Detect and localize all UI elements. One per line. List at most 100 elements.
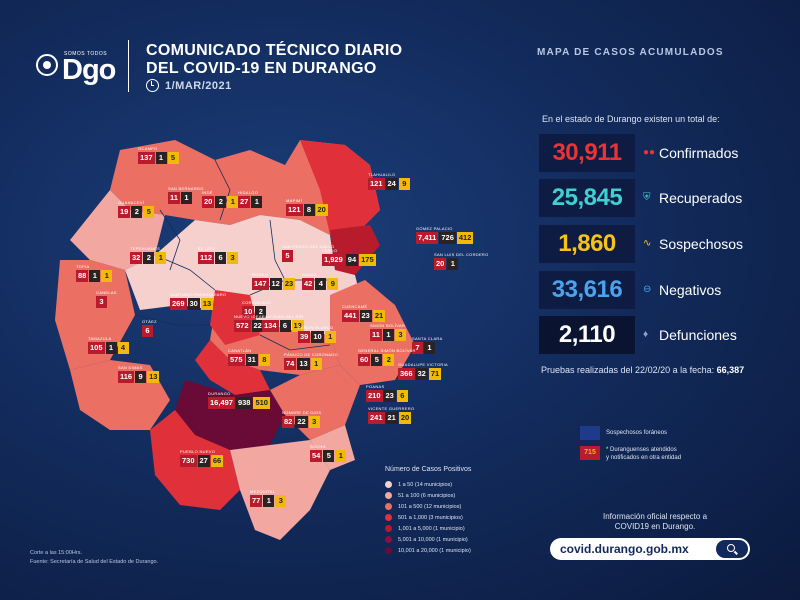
municipality-name: CORONEADO: [242, 300, 271, 305]
suspects-count: 13: [147, 371, 160, 383]
municipality-name: HIDALGO: [238, 190, 259, 195]
municipality-name: SAN LUIS DEL CORDERO: [434, 252, 489, 257]
legend-swatch: [385, 525, 392, 532]
region-northwest: [70, 190, 165, 270]
deaths-count: 1: [155, 152, 167, 164]
suspects-count: 71: [428, 368, 442, 380]
municipality-name: OTÁEZ: [142, 319, 157, 324]
kpi-recuperados: 25,845 ⛨ Recuperados: [539, 179, 779, 217]
footnote-source: Fuente: Secretaría de Salud del Estado d…: [30, 559, 159, 565]
kpi-label: Defunciones: [659, 327, 737, 343]
deaths-count: 23: [359, 310, 372, 322]
confirmed-count: 6: [142, 325, 153, 337]
deaths-count: 22: [295, 416, 308, 428]
other-entity-label-1: * Duranguenses atendidos: [606, 447, 677, 453]
legend-swatch: [385, 536, 392, 543]
deaths-count: 9: [135, 371, 147, 383]
municipality-name: CANATLÁN: [228, 348, 252, 353]
search-button[interactable]: [716, 540, 748, 558]
title-line-2: DEL COVID-19 EN DURANGO: [146, 60, 377, 77]
municipality-stat: 5: [282, 250, 293, 262]
other-entity-box: 715: [580, 446, 600, 460]
municipality-stat: 54 5 1: [310, 450, 347, 462]
logo: Dgo: [62, 54, 116, 86]
municipality-stat: 19 2 5: [118, 206, 155, 218]
suspects-count: 9: [398, 178, 410, 190]
deaths-count: 1: [447, 258, 459, 270]
page-title: COMUNICADO TÉCNICO DIARIO DEL COVID-19 E…: [146, 42, 402, 78]
suspects-count: 2: [383, 354, 395, 366]
municipality-stat: 121 24 9: [368, 178, 410, 190]
confirmed-count: 60: [358, 354, 371, 366]
suspects-count: 1: [155, 252, 167, 264]
confirmed-count: 241: [368, 412, 385, 424]
municipality-stat: 210 23 6: [366, 390, 408, 402]
foreign-suspects-label: Sospechosos foráneos: [606, 430, 668, 436]
municipality-stat: 27 1: [238, 196, 263, 208]
legend-swatch: [385, 514, 392, 521]
info-line-2: COVID19 en Durango.: [614, 522, 696, 531]
municipality-stat: 1,929 94 175: [322, 254, 376, 266]
legend-label: 101 a 500 (12 municipios): [398, 503, 462, 510]
legend-item: 101 a 500 (12 municipios): [385, 501, 535, 512]
confirmed-count: 32: [130, 252, 143, 264]
url-link[interactable]: covid.durango.gob.mx: [560, 542, 689, 556]
footnote-cutoff: Corte a las 15:00Hrs.: [30, 550, 82, 556]
municipality-stat: 11 1: [168, 192, 192, 204]
suspects-count: 4: [117, 342, 129, 354]
confirmed-count: 366: [398, 368, 415, 380]
municipality-stat: 42 4 9: [302, 278, 339, 290]
deaths-count: 5: [371, 354, 383, 366]
kpi-value: 1,860: [539, 225, 635, 263]
kpi-negativos: 33,616 ⊖ Negativos: [539, 271, 779, 309]
deaths-count: 1: [89, 270, 101, 282]
title-line-1: COMUNICADO TÉCNICO DIARIO: [146, 42, 403, 59]
suspects-count: 21: [372, 310, 386, 322]
suspects-count: 13: [200, 298, 214, 310]
url-search-box[interactable]: covid.durango.gob.mx: [550, 538, 750, 560]
municipality-name: POANAS: [366, 384, 385, 389]
confirmed-count: 88: [76, 270, 89, 282]
report-date: 1/MAR/2021: [165, 79, 232, 92]
municipality-name: TAMAZULA: [88, 336, 112, 341]
municipality-stat: 269 30 13: [170, 298, 214, 310]
confirmed-count: 5: [282, 250, 293, 262]
municipality-name: NAZAS: [302, 272, 317, 277]
map-heading: MAPA DE CASOS ACUMULADOS: [537, 47, 724, 58]
municipality-name: SANTIAGO PAPASQUIARO: [170, 292, 227, 297]
municipality-stat: 134 6 13: [262, 320, 304, 332]
municipality-stat: 32 2 1: [130, 252, 167, 264]
municipality-name: SANTA CLARA: [412, 336, 443, 341]
legend-label: 51 a 100 (6 municipios): [398, 492, 456, 499]
suspects-count: 1: [227, 196, 239, 208]
deaths-count: 13: [297, 358, 310, 370]
deaths-count: 32: [415, 368, 428, 380]
suspects-count: 1: [324, 331, 336, 343]
deaths-count: 1: [251, 196, 263, 208]
municipality-name: RODEO: [252, 272, 269, 277]
legend-item: 51 a 100 (6 municipios): [385, 490, 535, 501]
deaths-count: 1: [382, 329, 394, 341]
legend-item: 1 a 50 (14 municipios): [385, 479, 535, 490]
deaths-count: 94: [345, 254, 359, 266]
legend-label: 501 a 1,000 (3 municipios): [398, 514, 463, 521]
municipality-stat: 10 2: [242, 306, 267, 318]
municipality-name: CUENCAMÉ: [342, 304, 368, 309]
legend-label: 1,001 a 5,000 (1 municipio): [398, 525, 465, 532]
region-mezquital: [230, 440, 330, 540]
deaths-count: 4: [315, 278, 327, 290]
state-seal-icon: [36, 54, 58, 76]
search-icon: [727, 544, 735, 552]
confirmed-count: 16,497: [208, 397, 235, 409]
legend-title: Número de Casos Positivos: [385, 466, 472, 473]
confirmed-count: 7,411: [416, 232, 439, 244]
header: SOMOS TODOS Dgo COMUNICADO TÉCNICO DIARI…: [0, 0, 800, 110]
suspects-count: 510: [253, 397, 270, 409]
municipality-name: LERDO: [322, 248, 338, 253]
municipality-name: EL ORO: [198, 246, 215, 251]
pulse-icon: ∿: [643, 238, 652, 249]
legend-label: 1 a 50 (14 municipios): [398, 481, 453, 488]
confirmed-count: 11: [370, 329, 382, 341]
municipality-stat: 20 2 1: [202, 196, 239, 208]
confirmed-count: 121: [368, 178, 385, 190]
